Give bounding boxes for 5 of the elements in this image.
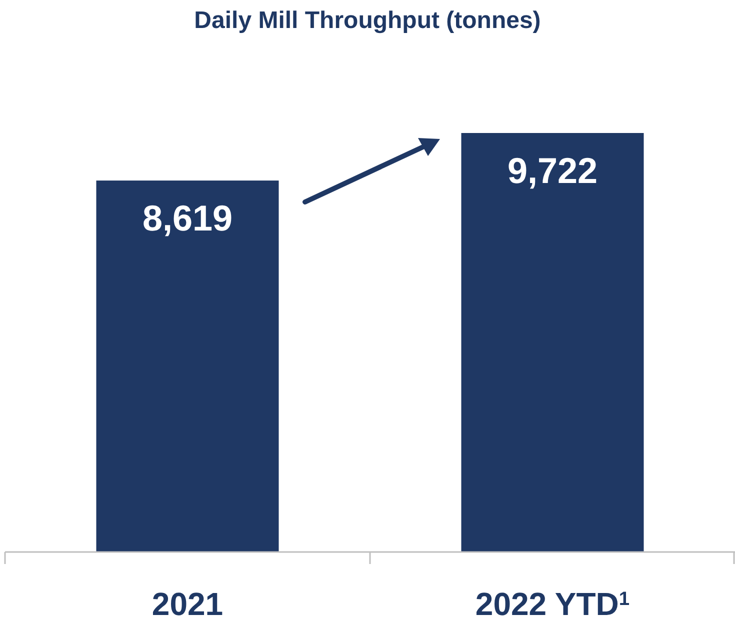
data-label: 9,722 [507,150,598,191]
chart-title: Daily Mill Throughput (tonnes) [194,7,541,34]
x-tick-label: 2022 YTD$^{1}$ [475,586,630,620]
data-label: 8,619 [142,198,233,239]
x-tick-label: 2021 [152,586,224,620]
